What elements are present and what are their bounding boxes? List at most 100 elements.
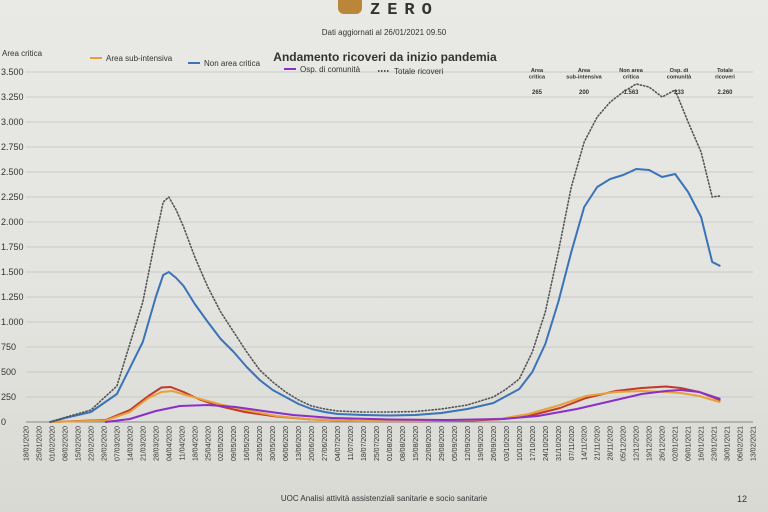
y-tick-label: 1.250 [1,292,24,302]
azienda-zero-logo: ZERO [338,0,438,22]
x-tick-label: 12/09/2020 [465,426,472,461]
x-tick-label: 22/08/2020 [426,426,433,461]
x-tick-label: 08/08/2020 [400,426,407,461]
y-tick-label: 1.000 [1,317,24,327]
x-tick-label: 30/05/2020 [270,426,277,461]
y-tick-label: 250 [1,392,16,402]
x-tick-label: 19/09/2020 [478,426,485,461]
chart-title: Andamento ricoveri da inizio pandemia [273,50,497,64]
y-tick-label: 3.000 [1,117,24,127]
x-tick-label: 08/02/2020 [62,426,69,461]
x-tick-label: 05/12/2020 [621,426,628,461]
legend-label: Area critica [2,49,43,58]
x-tick-label: 09/05/2020 [231,426,238,461]
totals-header: ricoveri [715,75,735,81]
totals-value: 1.563 [623,90,639,96]
legend-label: Osp. di comunità [300,65,361,74]
y-tick-label: 2.000 [1,217,24,227]
x-tick-label: 20/06/2020 [309,426,316,461]
totals-header: critica [623,75,640,81]
x-tick-label: 28/11/2020 [608,426,615,461]
x-tick-label: 04/04/2020 [166,426,173,461]
x-tick-label: 10/10/2020 [517,426,524,461]
y-tick-label: 0 [1,417,6,427]
legend-label: Non area critica [204,59,261,68]
x-tick-label: 12/12/2020 [634,426,641,461]
series-line [49,83,721,423]
x-tick-label: 15/02/2020 [75,426,82,461]
totals-value: 265 [532,90,543,96]
x-tick-label: 07/03/2020 [114,426,121,461]
totals-header: sub-intensiva [566,75,602,81]
x-tick-label: 19/12/2020 [647,426,654,461]
y-tick-label: 1.500 [1,267,24,277]
y-tick-label: 750 [1,342,16,352]
totals-header: comunità [667,75,692,81]
totals-header: Area [578,68,591,74]
x-tick-label: 16/01/2021 [699,426,706,461]
x-tick-label: 24/10/2020 [543,426,550,461]
y-tick-label: 2.250 [1,192,24,202]
x-tick-label: 06/02/2021 [738,426,745,461]
y-tick-label: 1.750 [1,242,24,252]
data-updated-note: Dati aggiornati al 26/01/2021 09.50 [321,28,447,37]
totals-header: critica [529,75,546,81]
series-line [104,389,721,423]
x-tick-label: 02/05/2020 [218,426,225,461]
x-tick-label: 07/11/2020 [569,426,576,461]
x-tick-label: 15/08/2020 [413,426,420,461]
page-number: 12 [737,494,748,504]
x-tick-label: 02/01/2021 [673,426,680,461]
x-tick-label: 25/07/2020 [374,426,381,461]
x-tick-label: 09/01/2021 [686,426,693,461]
totals-value: 233 [674,90,685,96]
totals-header: Area [531,68,544,74]
x-tick-label: 31/10/2020 [556,426,563,461]
y-tick-label: 2.750 [1,142,24,152]
totals-header: Totale [717,68,733,74]
x-tick-label: 05/09/2020 [452,426,459,461]
y-tick-label: 2.500 [1,167,24,177]
series-line [49,168,721,423]
totals-value: 200 [579,90,590,96]
totals-header: Non area [619,68,643,74]
x-tick-label: 18/01/2020 [24,426,31,461]
x-tick-label: 22/02/2020 [88,426,95,461]
x-tick-label: 11/07/2020 [348,426,355,461]
x-tick-label: 27/06/2020 [322,426,329,461]
y-tick-label: 3.250 [1,92,24,102]
x-tick-label: 18/07/2020 [361,426,368,461]
x-tick-label: 06/06/2020 [283,426,290,461]
y-tick-label: 500 [1,367,16,377]
x-tick-label: 25/01/2020 [36,426,43,461]
totals-value: 2.260 [717,90,733,96]
x-tick-label: 11/04/2020 [179,426,186,461]
x-tick-label: 21/11/2020 [595,426,602,461]
x-tick-label: 14/03/2020 [127,426,134,461]
totals-header: Osp. di [670,68,689,74]
x-tick-label: 23/01/2021 [712,426,719,461]
series-line [51,390,721,423]
x-tick-label: 18/04/2020 [192,426,199,461]
x-tick-label: 14/11/2020 [582,426,589,461]
x-tick-label: 03/10/2020 [504,426,511,461]
x-tick-label: 21/03/2020 [140,426,147,461]
x-tick-label: 29/08/2020 [439,426,446,461]
y-tick-label: 3.500 [1,67,24,77]
x-tick-label: 17/10/2020 [530,426,537,461]
x-tick-label: 13/02/2021 [751,426,758,461]
x-tick-label: 25/04/2020 [205,426,212,461]
x-tick-label: 26/09/2020 [491,426,498,461]
logo-wordmark: ZERO [370,1,439,20]
x-tick-label: 04/07/2020 [335,426,342,461]
x-tick-label: 28/03/2020 [153,426,160,461]
x-tick-label: 13/06/2020 [296,426,303,461]
x-tick-label: 26/12/2020 [660,426,667,461]
footer-department: UOC Analisi attività assistenziali sanit… [280,494,488,503]
x-tick-label: 16/05/2020 [244,426,251,461]
x-tick-label: 01/08/2020 [387,426,394,461]
legend-label: Totale ricoveri [394,67,444,76]
x-tick-label: 30/01/2021 [725,426,732,461]
